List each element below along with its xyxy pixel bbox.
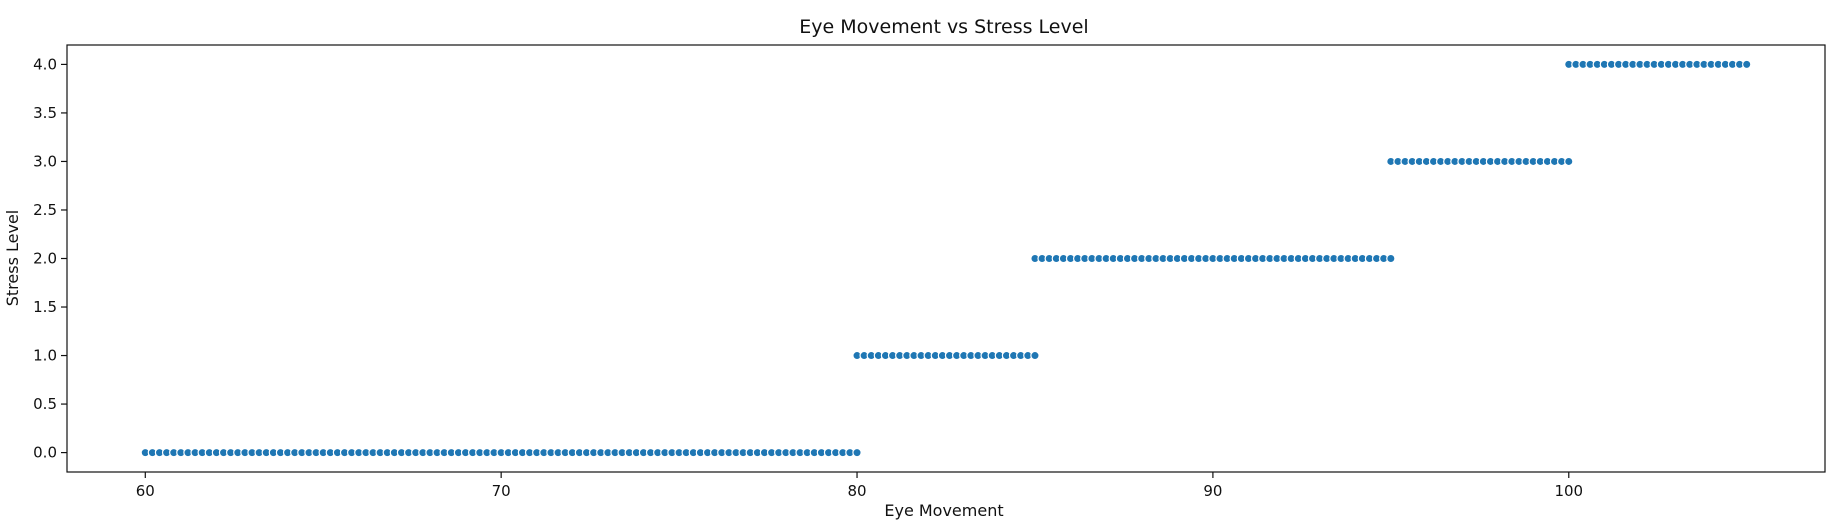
y-tick-label: 0.5: [33, 395, 57, 413]
x-tick-label: 60: [136, 482, 155, 500]
data-point: [1564, 156, 1574, 167]
x-tick-label: 90: [1203, 482, 1222, 500]
y-tick-label: 2.5: [33, 201, 57, 219]
y-tick-label: 2.0: [33, 250, 57, 268]
data-point: [1030, 350, 1040, 361]
x-axis-ticks: 60 70 80 90 100: [136, 472, 1583, 500]
y-tick-label: 4.0: [33, 55, 57, 73]
x-tick-label: 70: [492, 482, 511, 500]
x-axis-label: Eye Movement: [884, 501, 1003, 520]
data-point: [1386, 253, 1396, 264]
data-point: [1742, 59, 1752, 70]
x-tick-label: 80: [847, 482, 866, 500]
y-axis-ticks: 0.0 0.5 1.0 1.5 2.0 2.5 3.0 3.5 4.0: [33, 55, 67, 462]
y-tick-label: 1.0: [33, 347, 57, 365]
x-tick-label: 100: [1554, 482, 1583, 500]
y-axis-label: Stress Level: [3, 210, 22, 307]
plot-area: [140, 59, 1752, 458]
y-tick-label: 3.5: [33, 104, 57, 122]
y-tick-label: 1.5: [33, 298, 57, 316]
data-point: [852, 447, 862, 458]
axes-frame: [66, 44, 1826, 473]
y-tick-label: 0.0: [33, 444, 57, 462]
chart-title: Eye Movement vs Stress Level: [799, 16, 1088, 38]
y-tick-label: 3.0: [33, 152, 57, 170]
